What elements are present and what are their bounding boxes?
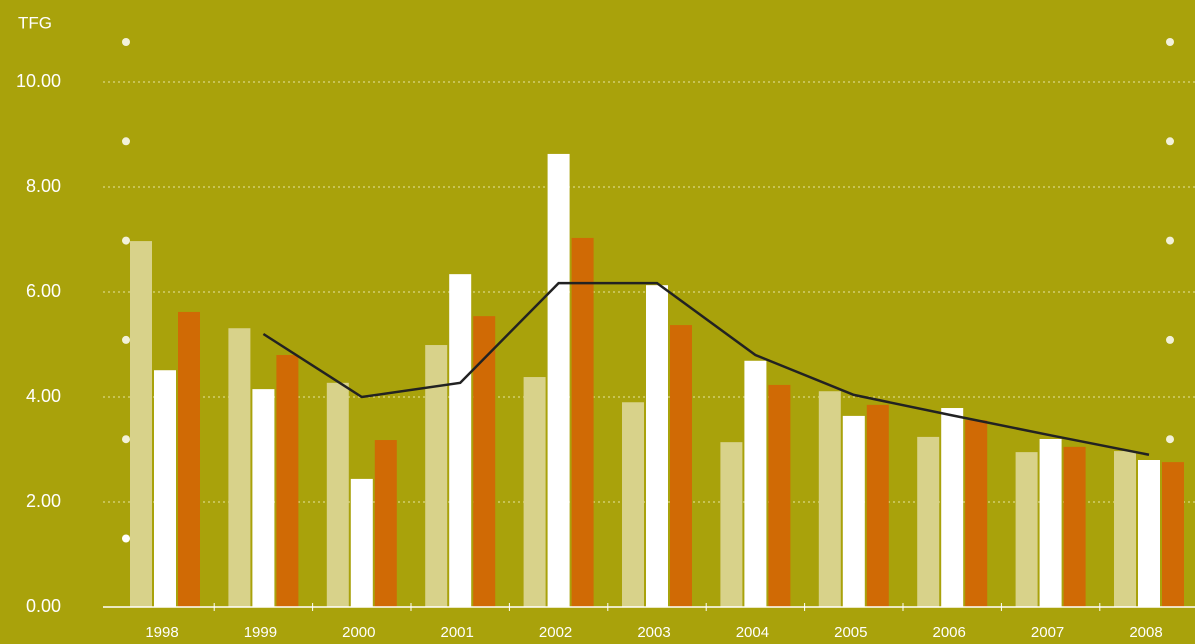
bar bbox=[1015, 452, 1038, 607]
bar bbox=[449, 274, 472, 607]
bar bbox=[965, 420, 988, 607]
x-tick-label: 2007 bbox=[1031, 624, 1064, 641]
x-tick-label: 1999 bbox=[244, 624, 277, 641]
y-tick-label: 0.00 bbox=[26, 596, 61, 616]
y-tick-label: 8.00 bbox=[26, 176, 61, 196]
y-axis-label: TFG bbox=[18, 13, 52, 32]
bar bbox=[1138, 460, 1160, 607]
bar bbox=[1162, 462, 1184, 607]
bar bbox=[917, 436, 940, 607]
decor-dot bbox=[1166, 38, 1174, 46]
x-tick-label: 2006 bbox=[933, 624, 966, 641]
bar bbox=[842, 415, 865, 607]
decor-dot bbox=[1166, 435, 1174, 444]
bar bbox=[547, 153, 570, 608]
bar bbox=[350, 478, 373, 607]
bar bbox=[252, 389, 275, 607]
bar bbox=[276, 355, 299, 607]
x-tick-label: 2001 bbox=[441, 624, 474, 641]
bar bbox=[571, 237, 594, 608]
decor-dot bbox=[122, 236, 130, 245]
x-tick-label: 2000 bbox=[342, 624, 375, 641]
x-tick-label: 2008 bbox=[1129, 624, 1162, 641]
y-tick-label: 2.00 bbox=[26, 491, 61, 511]
decor-dot bbox=[122, 435, 130, 444]
bar bbox=[523, 377, 546, 607]
x-tick-label: 2002 bbox=[539, 624, 572, 641]
x-tick-label: 1998 bbox=[145, 624, 178, 641]
decor-dot bbox=[1166, 236, 1174, 245]
bar bbox=[768, 384, 791, 607]
bar bbox=[670, 325, 692, 607]
bar bbox=[326, 382, 349, 607]
bar bbox=[866, 404, 889, 607]
bar bbox=[1039, 439, 1062, 607]
x-tick-label: 2003 bbox=[637, 624, 670, 641]
bar bbox=[622, 402, 644, 607]
bar bbox=[646, 285, 668, 607]
decor-dot bbox=[1166, 137, 1174, 146]
bar bbox=[744, 360, 767, 607]
bar bbox=[941, 408, 964, 607]
decor-dot bbox=[122, 137, 130, 146]
bar bbox=[473, 316, 496, 607]
x-tick-label: 2004 bbox=[736, 624, 769, 641]
bar bbox=[130, 241, 152, 607]
bar bbox=[818, 391, 841, 607]
bar bbox=[374, 440, 397, 607]
line bbox=[262, 281, 1150, 456]
decor-dot bbox=[122, 335, 130, 344]
x-tick-label: 2005 bbox=[834, 624, 867, 641]
decor-dot bbox=[122, 534, 130, 543]
bar bbox=[425, 345, 448, 607]
bar bbox=[1114, 451, 1136, 607]
decor-dot bbox=[122, 38, 130, 46]
bar bbox=[228, 328, 251, 607]
y-tick-label: 4.00 bbox=[26, 386, 61, 406]
bar bbox=[154, 370, 176, 607]
bar bbox=[720, 442, 743, 607]
y-tick-label: 6.00 bbox=[26, 281, 61, 301]
bar bbox=[178, 311, 200, 607]
bar bbox=[1063, 446, 1086, 607]
y-tick-label: 10.00 bbox=[16, 71, 61, 91]
decor-dot bbox=[1166, 335, 1174, 344]
